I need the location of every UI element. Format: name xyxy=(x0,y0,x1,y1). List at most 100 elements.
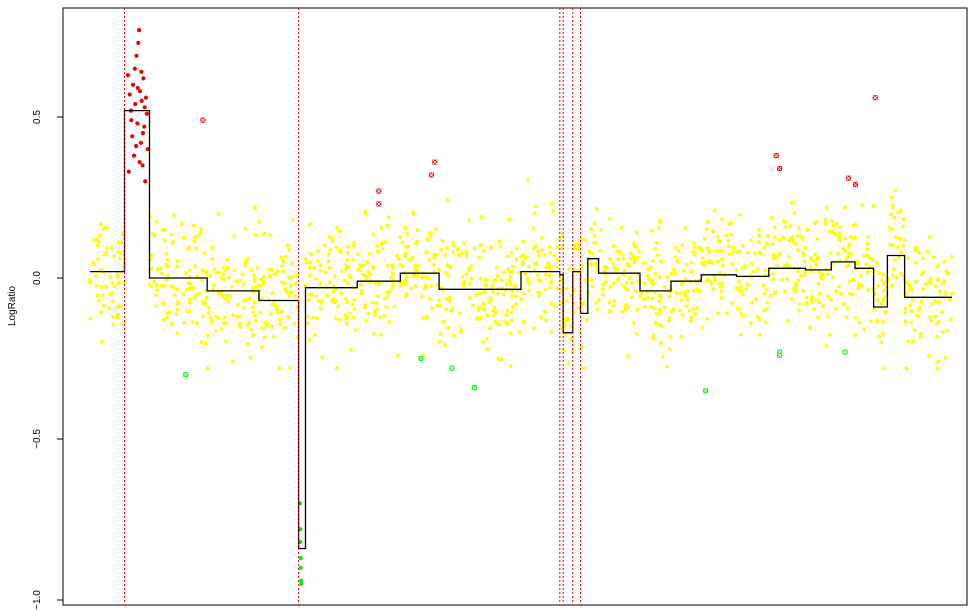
data-point xyxy=(94,273,98,278)
data-point xyxy=(446,263,450,268)
data-point xyxy=(467,218,472,223)
data-point xyxy=(771,272,776,277)
data-point xyxy=(576,246,581,251)
data-point xyxy=(306,320,311,325)
data-point xyxy=(499,357,503,362)
data-point xyxy=(771,252,776,257)
data-point xyxy=(95,243,100,248)
data-point xyxy=(95,293,100,298)
data-point xyxy=(843,236,847,241)
data-point xyxy=(464,272,469,277)
data-point xyxy=(161,301,165,306)
loss-outlier-cross xyxy=(418,356,424,361)
data-point xyxy=(115,313,120,317)
data-point xyxy=(514,257,519,262)
data-point xyxy=(823,217,827,222)
data-point xyxy=(514,302,518,307)
data-point xyxy=(718,270,723,275)
gain-outlier xyxy=(853,182,858,188)
data-point xyxy=(258,284,263,288)
data-point xyxy=(858,273,863,278)
data-point xyxy=(611,281,616,286)
data-point xyxy=(403,294,408,298)
data-point xyxy=(555,245,560,249)
data-point xyxy=(221,265,226,270)
data-point xyxy=(817,270,822,275)
data-point xyxy=(249,327,254,332)
data-point xyxy=(523,272,528,276)
data-point xyxy=(443,342,447,347)
data-point xyxy=(533,211,537,215)
data-point xyxy=(526,178,530,183)
data-point xyxy=(796,248,800,252)
data-point xyxy=(914,260,919,265)
data-point xyxy=(950,291,954,296)
data-point xyxy=(880,278,885,283)
data-point xyxy=(814,219,819,224)
data-point xyxy=(762,308,767,313)
data-point xyxy=(544,318,549,323)
data-point xyxy=(309,292,314,297)
data-point xyxy=(367,252,372,256)
data-point xyxy=(719,296,724,300)
data-point xyxy=(769,215,774,220)
data-point xyxy=(232,268,237,273)
data-point xyxy=(344,267,348,271)
data-point xyxy=(839,291,844,296)
data-point xyxy=(774,254,779,259)
data-point xyxy=(281,259,286,264)
data-point xyxy=(678,291,682,295)
data-point xyxy=(678,308,682,313)
data-point xyxy=(400,281,404,286)
data-point xyxy=(280,264,284,269)
data-point xyxy=(875,260,879,265)
data-point xyxy=(252,279,257,284)
data-point xyxy=(660,354,665,359)
data-point xyxy=(252,273,256,277)
data-point xyxy=(445,272,450,277)
data-point xyxy=(346,281,350,286)
data-point xyxy=(508,364,513,368)
gain-point xyxy=(131,153,137,158)
data-point xyxy=(548,251,553,255)
data-point xyxy=(375,306,379,311)
data-point xyxy=(371,232,376,237)
segment-step-line xyxy=(90,109,952,550)
data-point xyxy=(185,309,189,313)
data-point xyxy=(660,324,664,329)
data-point xyxy=(917,250,922,255)
data-point xyxy=(741,264,745,269)
data-point xyxy=(479,316,483,320)
data-point xyxy=(510,318,514,323)
data-point xyxy=(724,233,729,238)
data-point xyxy=(195,274,200,279)
data-point xyxy=(427,258,432,262)
data-point xyxy=(505,308,510,313)
data-point xyxy=(790,234,795,239)
data-point xyxy=(761,283,766,288)
data-point xyxy=(423,283,428,288)
data-point xyxy=(306,298,311,303)
data-point xyxy=(566,361,571,366)
data-point xyxy=(927,353,931,358)
data-point xyxy=(379,241,384,246)
data-point xyxy=(332,274,337,278)
gain-point xyxy=(134,53,139,58)
data-point xyxy=(853,235,858,240)
data-point xyxy=(731,249,736,254)
data-point xyxy=(398,235,403,240)
data-point xyxy=(396,353,400,358)
data-point xyxy=(96,298,101,303)
data-point xyxy=(814,262,819,267)
data-point xyxy=(415,228,420,233)
data-point xyxy=(680,312,685,317)
data-point xyxy=(224,258,229,262)
data-point xyxy=(709,281,714,286)
data-point xyxy=(810,294,815,299)
data-point xyxy=(616,276,621,280)
data-point xyxy=(537,294,541,298)
data-point xyxy=(880,301,884,306)
data-point xyxy=(422,286,427,291)
data-point xyxy=(254,233,258,238)
data-point xyxy=(162,283,167,288)
